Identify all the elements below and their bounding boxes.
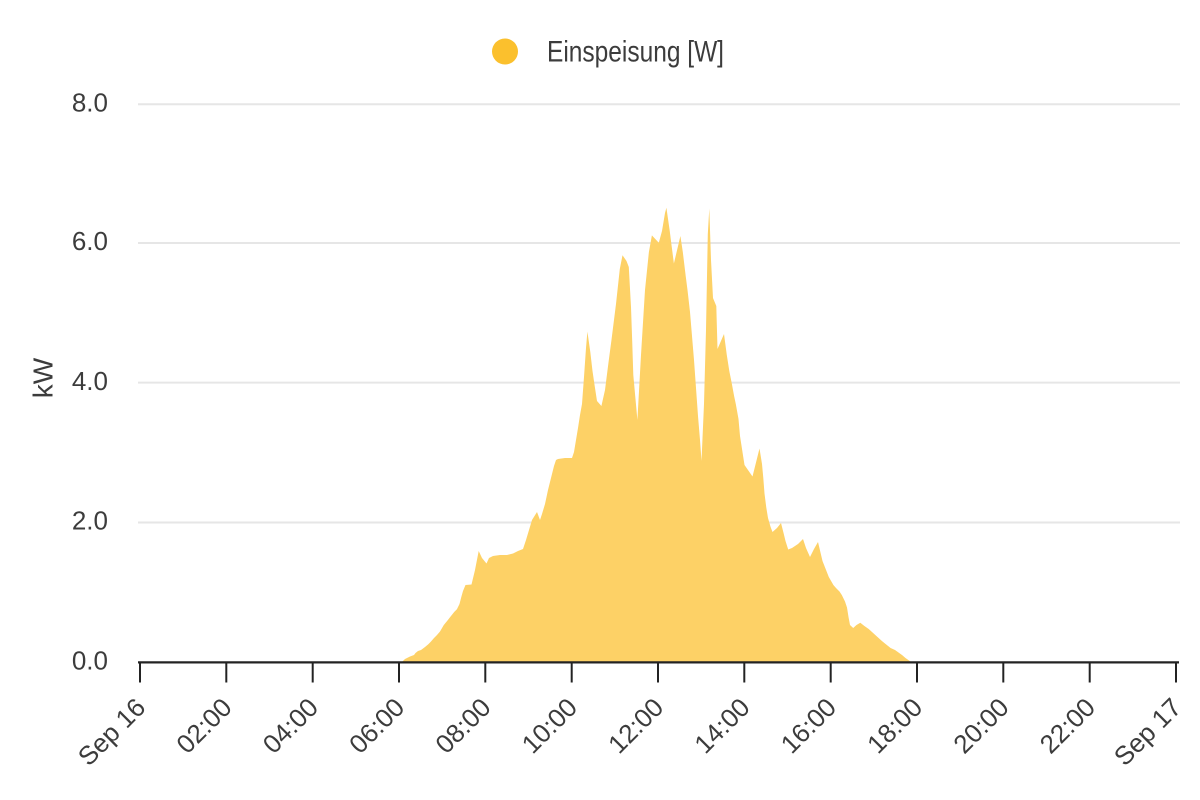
svg-text:kW: kW <box>28 357 59 398</box>
svg-text:6.0: 6.0 <box>72 226 108 256</box>
svg-text:04:00: 04:00 <box>257 692 324 759</box>
svg-text:22:00: 22:00 <box>1034 692 1101 759</box>
svg-text:18:00: 18:00 <box>861 692 928 759</box>
svg-text:02:00: 02:00 <box>170 692 237 759</box>
svg-text:20:00: 20:00 <box>947 692 1014 759</box>
svg-text:0.0: 0.0 <box>72 646 108 676</box>
svg-text:Einspeisung [W]: Einspeisung [W] <box>547 36 724 69</box>
svg-text:Sep 17: Sep 17 <box>1108 692 1187 771</box>
svg-text:2.0: 2.0 <box>72 506 108 536</box>
svg-text:08:00: 08:00 <box>429 692 496 759</box>
svg-text:8.0: 8.0 <box>72 88 108 118</box>
svg-text:06:00: 06:00 <box>343 692 410 759</box>
svg-text:10:00: 10:00 <box>516 692 583 759</box>
svg-text:Sep 16: Sep 16 <box>72 692 151 771</box>
svg-text:12:00: 12:00 <box>602 692 669 759</box>
svg-text:16:00: 16:00 <box>775 692 842 759</box>
svg-text:4.0: 4.0 <box>72 366 108 396</box>
svg-text:14:00: 14:00 <box>688 692 755 759</box>
